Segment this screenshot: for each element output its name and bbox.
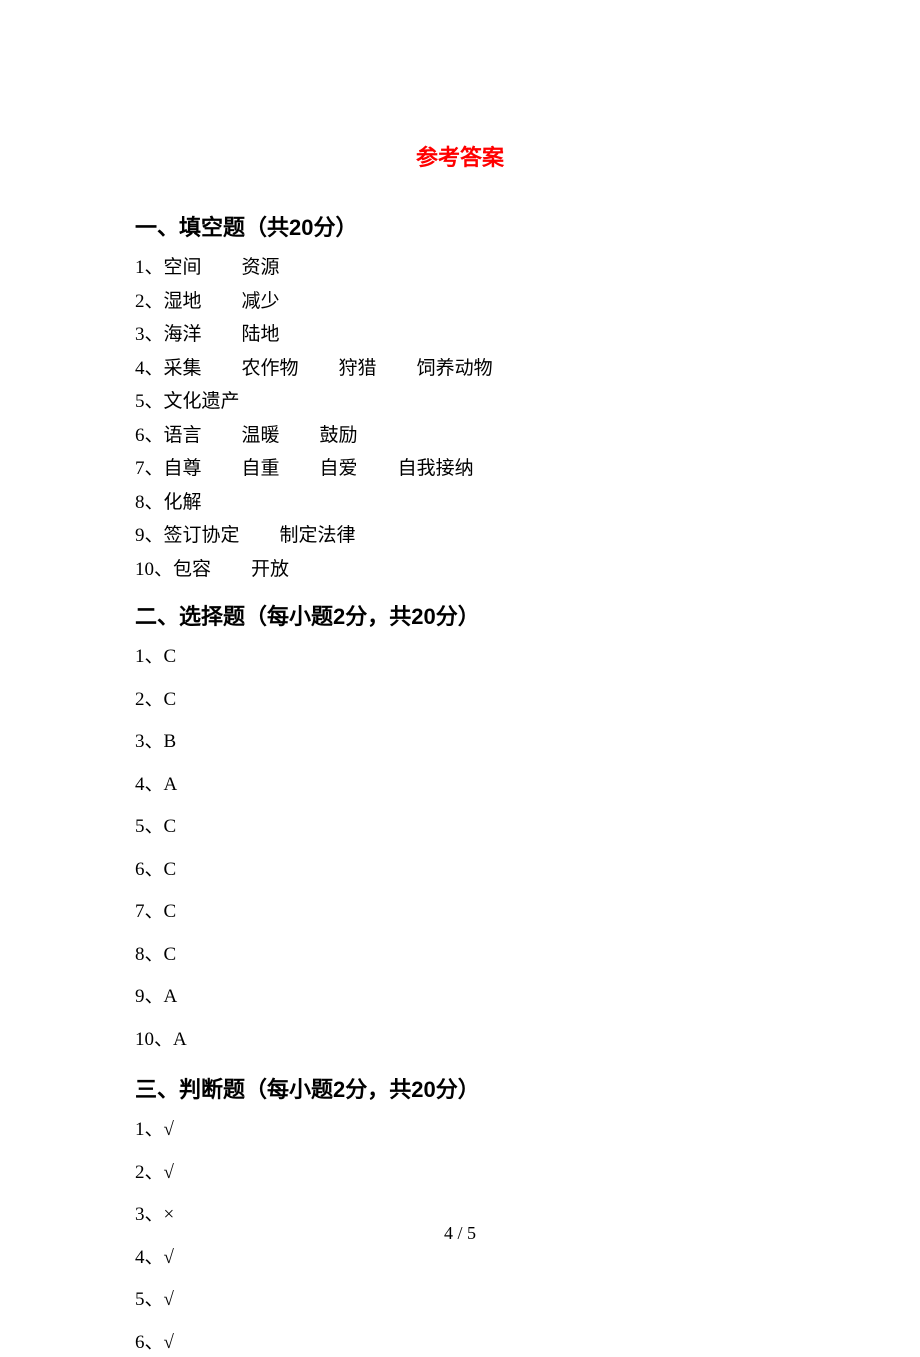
fill-answer-line: 7、自尊 自重 自爱 自我接纳 (135, 455, 785, 483)
answer-part: 开放 (251, 559, 289, 580)
judge-answer-line: 5、√ (135, 1286, 785, 1315)
answer-part: 自尊 (164, 458, 202, 479)
answer-part: 陆地 (242, 324, 280, 345)
section-1-heading: 一、填空题（共20分） (135, 210, 785, 242)
answer-part: 自重 (242, 458, 280, 479)
answer-number: 2、 (135, 291, 164, 312)
judge-answer-line: 6、√ (135, 1329, 785, 1357)
fill-answer-line: 9、签订协定 制定法律 (135, 522, 785, 550)
answer-number: 7、 (135, 458, 164, 479)
choice-answer-line: 2、C (135, 686, 785, 715)
answer-part: 海洋 (164, 324, 202, 345)
answer-part: 减少 (242, 291, 280, 312)
fill-answer-line: 6、语言 温暖 鼓励 (135, 422, 785, 450)
answer-part: 签订协定 (164, 525, 240, 546)
answer-number: 3、 (135, 324, 164, 345)
section-judge: 三、判断题（每小题2分，共20分） 1、√2、√3、×4、√5、√6、√ (135, 1072, 785, 1357)
section-3-heading: 三、判断题（每小题2分，共20分） (135, 1072, 785, 1104)
choice-answer-line: 3、B (135, 728, 785, 757)
section-fill-blank: 一、填空题（共20分） 1、空间 资源 2、湿地 减少 3、海洋 陆地 4、采集 农作物 狩猎 饲… (135, 210, 785, 583)
answer-part: 自爱 (320, 458, 358, 479)
answer-part: 狩猎 (339, 358, 377, 379)
answer-part: 湿地 (164, 291, 202, 312)
judge-answer-line: 2、√ (135, 1159, 785, 1188)
answer-number: 4、 (135, 358, 164, 379)
answer-part: 语言 (164, 425, 202, 446)
fill-answer-line: 10、包容 开放 (135, 556, 785, 584)
answer-part: 化解 (164, 492, 202, 513)
answer-part: 饲养动物 (417, 358, 493, 379)
answer-part: 文化遗产 (164, 391, 240, 412)
answer-number: 6、 (135, 425, 164, 446)
choice-answer-line: 10、A (135, 1026, 785, 1055)
choice-answer-line: 5、C (135, 813, 785, 842)
fill-answer-line: 5、文化遗产 (135, 388, 785, 416)
answer-part: 采集 (164, 358, 202, 379)
fill-answer-line: 1、空间 资源 (135, 254, 785, 282)
section-choice: 二、选择题（每小题2分，共20分） 1、C 2、C 3、B 4、A 5、C 6、C 7、C 8… (135, 599, 785, 1054)
choice-answer-line: 4、A (135, 771, 785, 800)
judge-answer-line: 1、√ (135, 1116, 785, 1145)
judge-answer-line: 4、√ (135, 1244, 785, 1273)
answer-part: 温暖 (242, 425, 280, 446)
choice-answer-line: 1、C (135, 643, 785, 672)
answer-number: 1、 (135, 257, 164, 278)
answer-part: 空间 (164, 257, 202, 278)
answer-number: 9、 (135, 525, 164, 546)
answer-number: 8、 (135, 492, 164, 513)
answer-number: 5、 (135, 391, 164, 412)
section-2-heading: 二、选择题（每小题2分，共20分） (135, 599, 785, 631)
answer-part: 自我接纳 (398, 458, 474, 479)
fill-answer-line: 3、海洋 陆地 (135, 321, 785, 349)
fill-answer-line: 8、化解 (135, 489, 785, 517)
main-title: 参考答案 (135, 140, 785, 172)
choice-answer-line: 9、A (135, 983, 785, 1012)
fill-answer-line: 2、湿地 减少 (135, 288, 785, 316)
choice-answer-line: 7、C (135, 898, 785, 927)
answer-part: 鼓励 (320, 425, 358, 446)
page-content: 参考答案 一、填空题（共20分） 1、空间 资源 2、湿地 减少 3、海洋 陆地 4、采集 农… (0, 0, 920, 1357)
answer-part: 资源 (242, 257, 280, 278)
fill-answer-line: 4、采集 农作物 狩猎 饲养动物 (135, 355, 785, 383)
answer-part: 制定法律 (280, 525, 356, 546)
choice-answer-line: 6、C (135, 856, 785, 885)
answer-part: 农作物 (242, 358, 299, 379)
answer-number: 10、 (135, 559, 173, 580)
answer-part: 包容 (173, 559, 211, 580)
choice-answer-line: 8、C (135, 941, 785, 970)
section-1-answers: 1、空间资源2、湿地减少3、海洋陆地4、采集农作物狩猎饲养动物5、文化遗产6、语… (135, 254, 785, 583)
page-number: 4 / 5 (0, 1223, 920, 1244)
section-2-answers: 1、C 2、C 3、B 4、A 5、C 6、C 7、C 8、C 9、A 10、A (135, 643, 785, 1054)
